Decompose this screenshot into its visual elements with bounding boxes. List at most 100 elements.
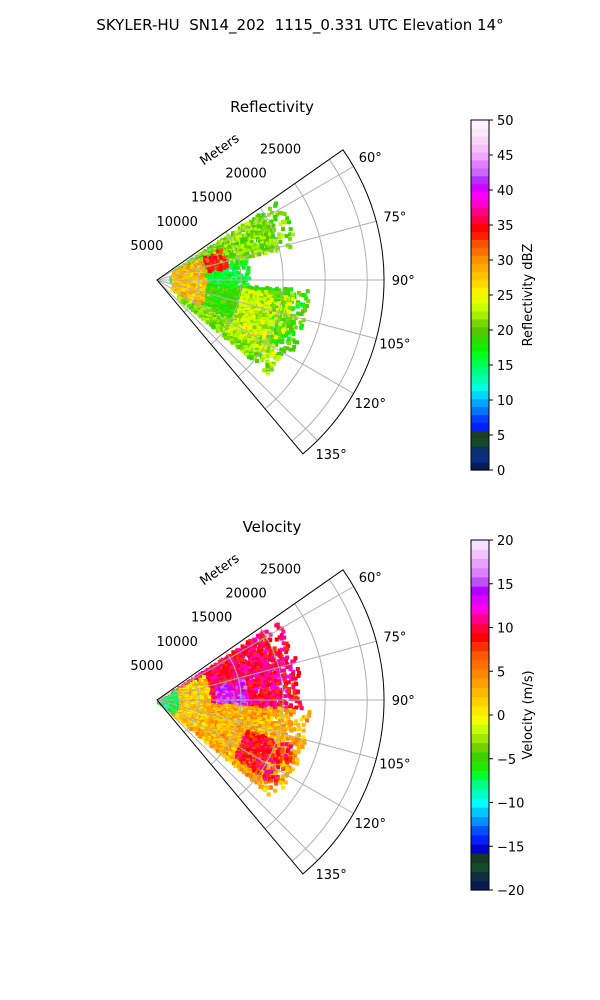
echo-cell: [252, 224, 257, 229]
echo-cell: [185, 303, 189, 308]
echo-cell: [258, 328, 263, 333]
echo-cell: [196, 309, 201, 314]
theta-grid-line: [156, 166, 354, 281]
echo-cell: [238, 681, 243, 686]
colorbar-tick-label: 25: [497, 289, 514, 304]
echo-cell: [253, 308, 258, 313]
echo-cell: [243, 275, 247, 280]
echo-cell: [271, 322, 276, 327]
echo-cell: [260, 348, 265, 353]
echo-cell: [261, 212, 266, 217]
echo-cell: [214, 290, 218, 295]
echo-cell: [238, 305, 243, 310]
echo-cell: [233, 254, 238, 259]
echo-cell: [269, 298, 274, 302]
echo-cell: [254, 657, 259, 661]
echo-cell: [213, 286, 218, 291]
echo-cell: [252, 325, 257, 330]
echo-cell: [248, 329, 253, 334]
echo-cell: [254, 694, 258, 699]
echo-cell: [274, 243, 279, 248]
echo-cell: [265, 348, 270, 353]
echo-cell: [282, 676, 287, 681]
echo-cell: [279, 314, 284, 319]
echo-cell: [273, 295, 278, 300]
echo-cell: [285, 655, 290, 660]
echo-cell: [253, 637, 258, 642]
echo-cell: [224, 718, 229, 723]
echo-cell: [251, 246, 256, 251]
echo-cell: [255, 699, 260, 704]
echo-cell: [287, 686, 291, 691]
echo-cell: [219, 256, 224, 261]
colorbar-label: Reflectivity dBZ: [521, 244, 536, 347]
echo-cell: [227, 336, 232, 341]
echo-cell: [251, 331, 256, 336]
echo-cell: [242, 309, 247, 314]
echo-cell: [195, 677, 200, 682]
echo-cell: [254, 230, 259, 235]
echo-cell: [250, 340, 254, 345]
echo-cell: [286, 709, 291, 714]
echo-cell: [254, 346, 259, 351]
echo-cell: [223, 336, 228, 340]
theta-tick-label: 135°: [315, 448, 346, 463]
echo-cell: [235, 685, 240, 690]
echo-cell: [269, 288, 274, 293]
echo-cell: [260, 705, 265, 710]
echo-cell: [244, 272, 249, 277]
echo-cell: [206, 320, 211, 325]
echo-cell: [272, 228, 277, 232]
echo-cell: [293, 325, 298, 330]
echo-cell: [225, 723, 229, 728]
echo-cell: [266, 236, 271, 240]
echo-cell: [221, 327, 225, 332]
colorbar-tick-label: 15: [497, 359, 514, 374]
echo-cell: [292, 339, 297, 344]
echo-cell: [304, 304, 309, 308]
echo-cell: [274, 248, 279, 253]
colorbar-swatch: [471, 295, 489, 304]
echo-cell: [231, 312, 236, 317]
echo-cell: [225, 292, 230, 297]
echo-cell: [224, 264, 229, 269]
echo-cell: [266, 642, 271, 647]
echo-cell: [305, 718, 310, 723]
echo-cell: [239, 321, 244, 326]
echo-cell: [271, 351, 276, 356]
echo-cell: [200, 254, 205, 259]
theta-tick-label: 120°: [355, 397, 386, 412]
echo-cell: [274, 331, 279, 336]
echo-cell: [229, 265, 234, 270]
colorbar-swatch: [471, 223, 489, 232]
echo-cell: [231, 270, 236, 274]
echo-cell: [245, 301, 249, 306]
echo-cell: [231, 662, 236, 667]
echo-cell: [223, 310, 228, 315]
echo-cell: [235, 330, 240, 335]
echo-cell: [270, 729, 274, 734]
echo-cell: [291, 671, 295, 676]
echo-cell: [227, 699, 232, 704]
echo-cell: [292, 344, 297, 349]
echo-cell: [225, 300, 230, 304]
echo-cell: [264, 251, 269, 256]
echo-cell: [277, 727, 281, 732]
echo-cell: [247, 276, 252, 281]
echo-cell: [278, 317, 283, 322]
echo-cell: [300, 309, 305, 314]
colorbar-swatch: [471, 326, 489, 336]
echo-cell: [243, 720, 248, 725]
echo-cell: [269, 718, 274, 723]
echo-cell: [284, 650, 289, 655]
echo-cell: [259, 300, 264, 305]
echo-cell: [288, 319, 293, 324]
echo-cell: [208, 318, 213, 323]
echo-cell: [281, 629, 286, 634]
echo-cell: [236, 239, 241, 244]
echo-cell: [260, 358, 265, 363]
echo-cell: [277, 712, 282, 717]
echo-cell: [237, 316, 242, 321]
r-grid-ring: [183, 255, 200, 313]
